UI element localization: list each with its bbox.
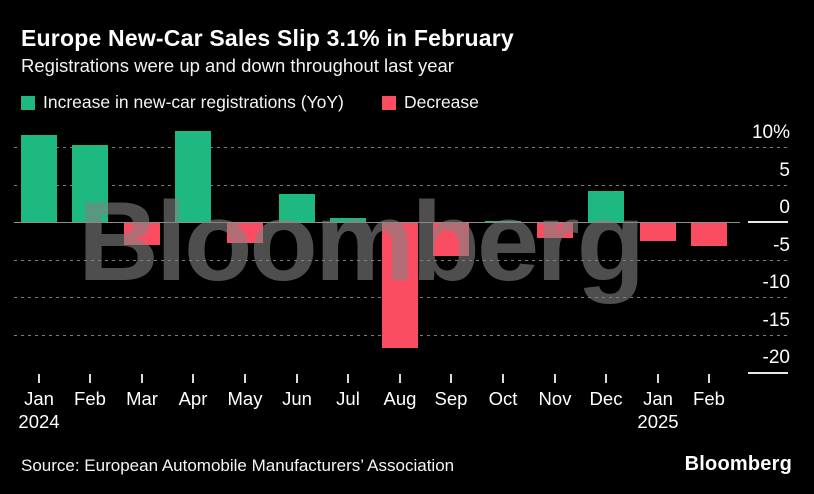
increase-swatch-icon (21, 95, 35, 110)
x-axis-month-label-2: Mar (126, 388, 158, 409)
decrease-swatch-icon (382, 95, 396, 110)
zero-baseline (14, 222, 740, 223)
bar-sep-8 (433, 223, 469, 256)
y-axis-label-0: 0 (779, 197, 790, 218)
axis-bottom-segment (748, 372, 788, 374)
bar-may-4 (227, 223, 263, 243)
x-axis-month-label-12: Jan (643, 388, 673, 409)
bar-feb-1 (72, 145, 108, 222)
source-attribution: Source: European Automobile Manufacturer… (21, 456, 455, 475)
y-axis-label--15: -15 (762, 310, 790, 331)
legend-increase-label: Increase in new-car registrations (YoY) (43, 92, 344, 112)
x-axis-year-label-2025: 2025 (637, 411, 679, 432)
y-axis-label--20: -20 (762, 347, 790, 368)
x-axis-month-label-13: Feb (693, 388, 725, 409)
x-axis-month-label-6: Jul (336, 388, 360, 409)
chart-subtitle: Registrations were up and down throughou… (21, 55, 454, 76)
x-axis-tick-9 (502, 374, 504, 383)
legend-item-decrease: Decrease (382, 92, 479, 113)
y-axis-label-10: 10% (751, 122, 790, 143)
x-axis-tick-12 (657, 374, 659, 383)
chart-title: Europe New-Car Sales Slip 3.1% in Februa… (21, 25, 514, 51)
gridline-10 (14, 147, 788, 148)
x-axis-tick-11 (605, 374, 607, 383)
x-axis-tick-8 (450, 374, 452, 383)
x-axis-tick-5 (296, 374, 298, 383)
legend-item-increase: Increase in new-car registrations (YoY) (21, 92, 344, 113)
bar-aug-7 (382, 223, 418, 348)
gridline-5 (14, 185, 788, 186)
x-axis-month-label-4: May (227, 388, 263, 409)
axis-zero-segment (748, 221, 788, 223)
y-axis-label--5: -5 (773, 235, 790, 256)
x-axis-month-label-8: Sep (434, 388, 468, 409)
x-axis-tick-0 (38, 374, 40, 383)
x-axis-month-label-5: Jun (282, 388, 312, 409)
x-axis-tick-4 (244, 374, 246, 383)
bar-feb-13 (691, 223, 727, 246)
x-axis-month-label-9: Oct (488, 388, 518, 409)
bar-jan-12 (640, 223, 676, 241)
x-axis-year-label-2024: 2024 (18, 411, 60, 432)
x-axis-tick-10 (554, 374, 556, 383)
x-axis-month-label-0: Jan (24, 388, 54, 409)
bar-nov-10 (537, 223, 573, 238)
bar-dec-11 (588, 191, 624, 222)
bar-jun-5 (279, 194, 315, 222)
x-axis-month-label-10: Nov (538, 388, 572, 409)
y-axis-label--10: -10 (762, 272, 790, 293)
legend: Increase in new-car registrations (YoY) … (21, 92, 801, 112)
bar-oct-9 (485, 221, 521, 222)
x-axis-tick-3 (192, 374, 194, 383)
x-axis-month-label-3: Apr (178, 388, 208, 409)
bloomberg-logo: Bloomberg (684, 453, 792, 475)
bar-apr-3 (175, 131, 211, 222)
bar-jul-6 (330, 218, 366, 222)
bar-jan-0 (21, 135, 57, 222)
bar-mar-2 (124, 223, 160, 245)
x-axis-tick-6 (347, 374, 349, 383)
x-axis-month-label-7: Aug (383, 388, 417, 409)
x-axis-month-label-11: Dec (589, 388, 623, 409)
x-axis-tick-13 (708, 374, 710, 383)
x-axis-tick-1 (89, 374, 91, 383)
x-axis-month-label-1: Feb (74, 388, 106, 409)
x-axis-tick-7 (399, 374, 401, 383)
x-axis-tick-2 (141, 374, 143, 383)
legend-decrease-label: Decrease (404, 92, 479, 112)
y-axis-label-5: 5 (779, 160, 790, 181)
